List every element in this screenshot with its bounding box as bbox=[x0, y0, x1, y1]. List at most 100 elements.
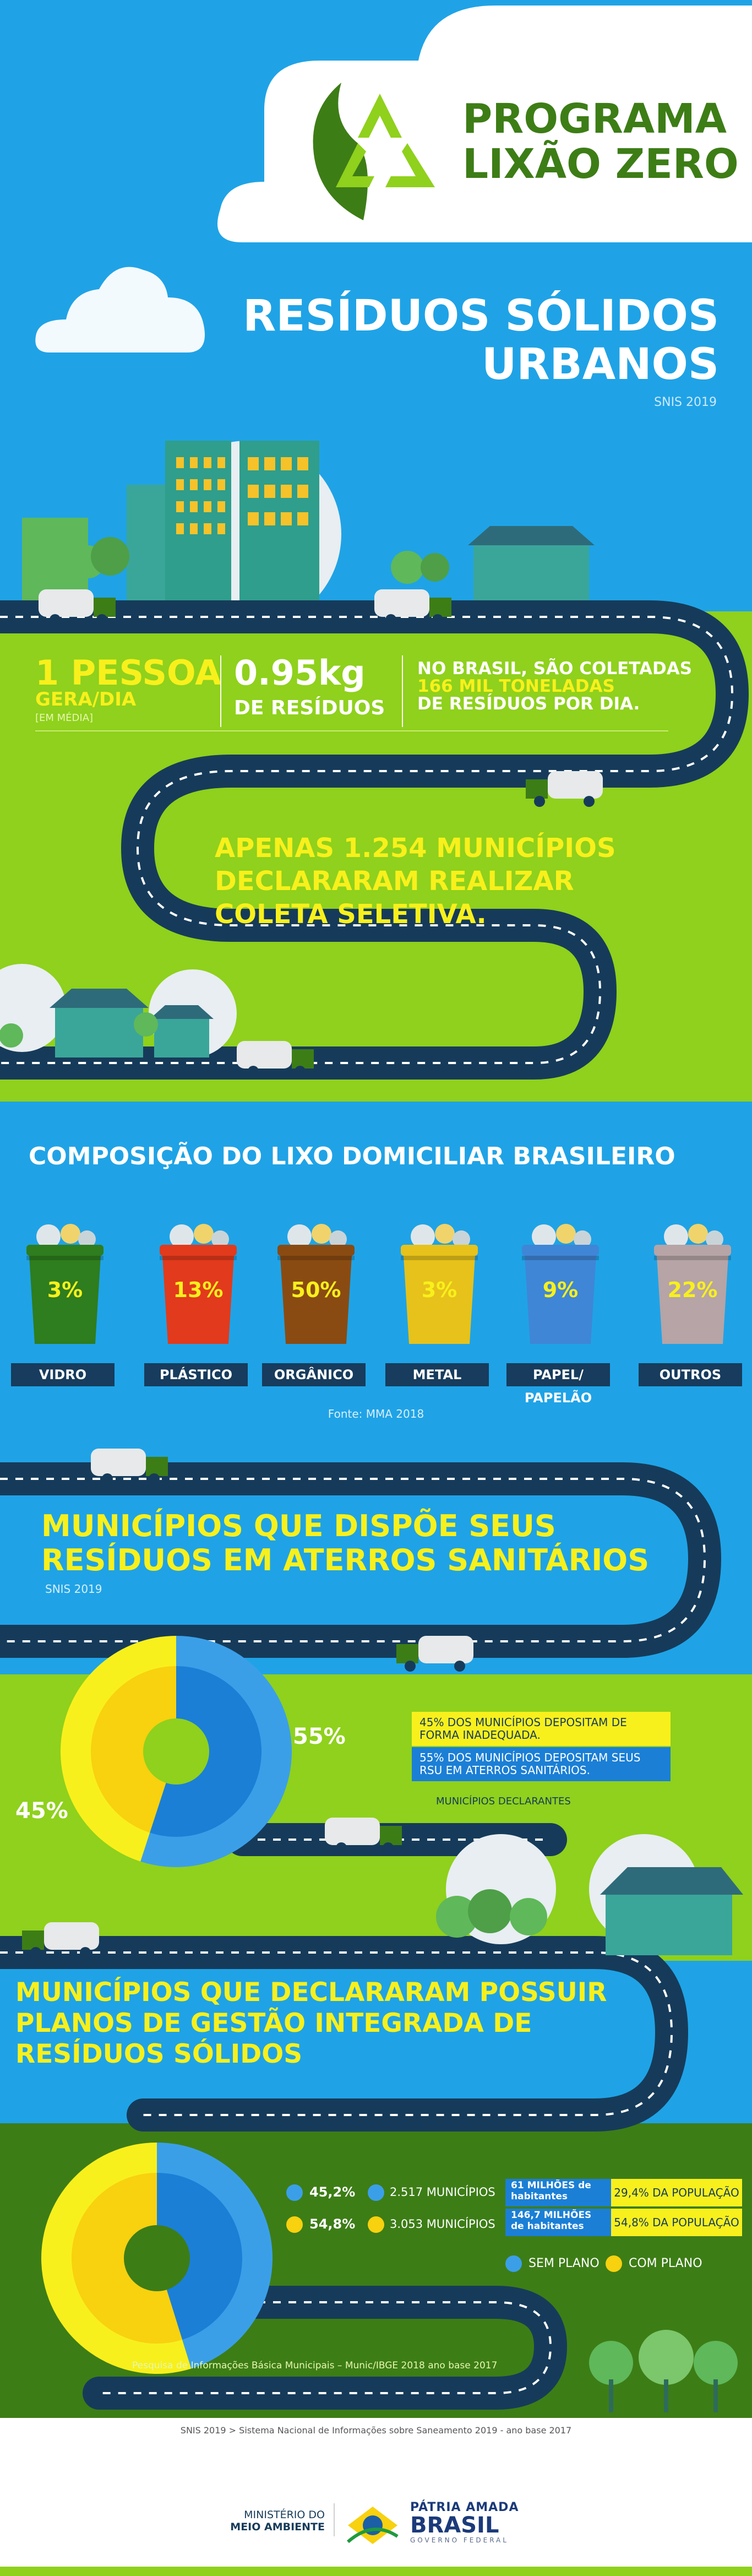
plans-row1-hab: 61 MILHÕES de habitantes bbox=[511, 2180, 591, 2202]
program-title-line1: PROGRAMA bbox=[462, 95, 727, 143]
garbage-truck-icon bbox=[91, 1449, 168, 1484]
bin-label: ORGÂNICO bbox=[262, 1363, 366, 1386]
stat-person-note: [EM MÉDIA] bbox=[35, 712, 94, 724]
urban-waste-title: RESÍDUOS SÓLIDOS URBANOS bbox=[243, 292, 719, 389]
plans-title-line2: PLANOS DE GESTÃO INTEGRADA DE bbox=[15, 2008, 532, 2038]
waste-bin-icon bbox=[401, 1224, 478, 1344]
plans-row2-pop: 54,8% DA POPULAÇÃO bbox=[611, 2209, 742, 2236]
stat-tons-line3: DE RESÍDUOS POR DIA. bbox=[417, 694, 640, 714]
waste-bin-icon bbox=[522, 1224, 599, 1344]
plans-row2-pct-text: 54,8% bbox=[309, 2216, 356, 2232]
stat-tons-line1: NO BRASIL, SÃO COLETADAS bbox=[417, 659, 693, 679]
stat-tons: NO BRASIL, SÃO COLETADAS 166 MIL TONELAD… bbox=[417, 660, 692, 713]
plans-donut-hole bbox=[124, 2225, 190, 2291]
trees-illustration bbox=[589, 2330, 738, 2412]
landfill-donut-chart bbox=[60, 1636, 292, 1867]
brand-line3: GOVERNO FEDERAL bbox=[410, 2536, 509, 2544]
plans-row2-count-text: 3.053 MUNICÍPIOS bbox=[390, 2217, 495, 2231]
yellow-dot-icon bbox=[606, 2255, 622, 2272]
plans-title-line1: MUNICÍPIOS QUE DECLARARAM POSSUIR bbox=[15, 1977, 607, 2008]
waste-bin-icon bbox=[26, 1224, 103, 1344]
ministry-label: MINISTÉRIO DO MEIO AMBIENTE bbox=[209, 2509, 325, 2533]
footer-band bbox=[0, 2418, 752, 2576]
houses-illustration bbox=[0, 964, 237, 1057]
garbage-truck-icon bbox=[325, 1818, 402, 1853]
plans-row2-pct: 54,8% bbox=[286, 2216, 355, 2233]
plans-row2-count: 3.053 MUNICÍPIOS bbox=[368, 2216, 495, 2233]
brand-lockup: PÁTRIA AMADA BRASIL GOVERNO FEDERAL bbox=[410, 2501, 519, 2544]
plans-donut-blue-slice bbox=[157, 2173, 243, 2340]
garbage-truck-icon bbox=[526, 771, 603, 807]
yellow-dot-icon bbox=[286, 2216, 303, 2233]
urban-waste-title-line1: RESÍDUOS SÓLIDOS bbox=[243, 291, 719, 341]
garbage-truck-icon bbox=[22, 1922, 99, 1958]
plans-row1-pct: 45,2% bbox=[286, 2184, 355, 2201]
brand-line1: PÁTRIA AMADA bbox=[410, 2501, 519, 2514]
urban-waste-source: SNIS 2019 bbox=[654, 395, 717, 409]
legend-with-plan-text: COM PLANO bbox=[629, 2257, 702, 2270]
ministry-line2: MEIO AMBIENTE bbox=[230, 2521, 325, 2533]
garbage-truck-icon bbox=[237, 1041, 314, 1077]
stat-person-big: 1 PESSOA bbox=[35, 653, 222, 693]
footer-bar bbox=[0, 2567, 752, 2576]
plans-row2-panel: 146,7 MILHÕES de habitantes 54,8% DA POP… bbox=[505, 2209, 742, 2236]
waste-bin-icon bbox=[277, 1224, 355, 1344]
landfill-donut-yellow-slice bbox=[90, 1666, 176, 1833]
footer-divider bbox=[334, 2503, 335, 2536]
blue-dot-icon bbox=[286, 2184, 303, 2201]
composition-source: Fonte: MMA 2018 bbox=[328, 1407, 424, 1420]
legend-no-plan: SEM PLANO bbox=[505, 2255, 600, 2272]
garbage-truck-icon bbox=[374, 589, 451, 625]
landfill-donut-hole bbox=[143, 1718, 209, 1785]
plans-source: Pesquisa de Informações Básica Municipai… bbox=[132, 2360, 498, 2371]
landfill-title-line1: MUNICÍPIOS QUE DISPÕE SEUS bbox=[41, 1509, 556, 1543]
landfill-pct-blue: 55% bbox=[293, 1724, 346, 1749]
selective-line3: COLETA SELETIVA. bbox=[215, 899, 487, 930]
bin-percentage: 50% bbox=[291, 1278, 341, 1302]
bin-label: PAPEL/ PAPELÃO bbox=[506, 1363, 610, 1406]
legend-with-plan: COM PLANO bbox=[606, 2255, 702, 2272]
recycle-hand-logo-icon bbox=[313, 83, 435, 220]
selective-line2: DECLARARAM REALIZAR bbox=[215, 866, 574, 897]
landfill-title-line2: RESÍDUOS EM ATERROS SANITÁRIOS bbox=[41, 1543, 650, 1577]
plans-row1-count-text: 2.517 MUNICÍPIOS bbox=[390, 2185, 495, 2199]
plans-row1-count: 2.517 MUNICÍPIOS bbox=[368, 2184, 495, 2201]
ministry-line1: MINISTÉRIO DO bbox=[244, 2509, 325, 2521]
landfill-title: MUNICÍPIOS QUE DISPÕE SEUS RESÍDUOS EM A… bbox=[41, 1509, 649, 1577]
plans-title: MUNICÍPIOS QUE DECLARARAM POSSUIR PLANOS… bbox=[15, 1977, 607, 2070]
landfill-pct-yellow: 45% bbox=[15, 1798, 68, 1824]
urban-waste-title-line2: URBANOS bbox=[482, 340, 719, 389]
stat-weight-sub: DE RESÍDUOS bbox=[234, 697, 385, 719]
brazil-flag-icon bbox=[342, 2503, 403, 2547]
landfill-source: SNIS 2019 bbox=[45, 1582, 102, 1596]
legend-no-plan-text: SEM PLANO bbox=[528, 2257, 600, 2270]
composition-title: COMPOSIÇÃO DO LIXO DOMICILIAR BRASILEIRO bbox=[29, 1142, 675, 1170]
plans-row1-pct-text: 45,2% bbox=[309, 2184, 356, 2200]
bin-label: VIDRO bbox=[11, 1363, 115, 1386]
brand-line2: BRASIL bbox=[410, 2513, 499, 2538]
yellow-dot-icon bbox=[368, 2216, 384, 2233]
snis-footnote: SNIS 2019 > Sistema Nacional de Informaç… bbox=[180, 2425, 572, 2436]
plans-row1-panel: 61 MILHÕES de habitantes 29,4% DA POPULA… bbox=[505, 2179, 742, 2206]
plans-title-line3: RESÍDUOS SÓLIDOS bbox=[15, 2039, 303, 2069]
bin-label: METAL bbox=[385, 1363, 489, 1386]
stat-divider bbox=[402, 655, 403, 727]
stat-divider bbox=[220, 655, 221, 727]
stat-person-sub: GERA/DIA bbox=[35, 688, 137, 711]
plans-row1-pop: 29,4% DA POPULAÇÃO bbox=[611, 2179, 742, 2206]
garbage-truck-icon bbox=[39, 589, 116, 625]
bin-percentage: 3% bbox=[421, 1278, 457, 1302]
sky-band-composition bbox=[0, 1102, 752, 1680]
bin-percentage: 13% bbox=[173, 1278, 224, 1302]
stat-underline bbox=[35, 730, 668, 731]
landfill-legend-yellow: 45% DOS MUNICÍPIOS DEPOSITAM DE FORMA IN… bbox=[412, 1712, 671, 1746]
program-title: PROGRAMA LIXÃO ZERO bbox=[462, 96, 739, 187]
waste-bin-icon bbox=[654, 1224, 731, 1344]
landfill-note: MUNICÍPIOS DECLARANTES bbox=[436, 1796, 571, 1807]
stat-tons-line2: 166 MIL TONELADAS bbox=[417, 676, 615, 696]
blue-dot-icon bbox=[505, 2255, 522, 2272]
bin-percentage: 3% bbox=[47, 1278, 83, 1302]
garbage-truck-icon bbox=[396, 1636, 473, 1672]
bin-percentage: 9% bbox=[542, 1278, 579, 1302]
